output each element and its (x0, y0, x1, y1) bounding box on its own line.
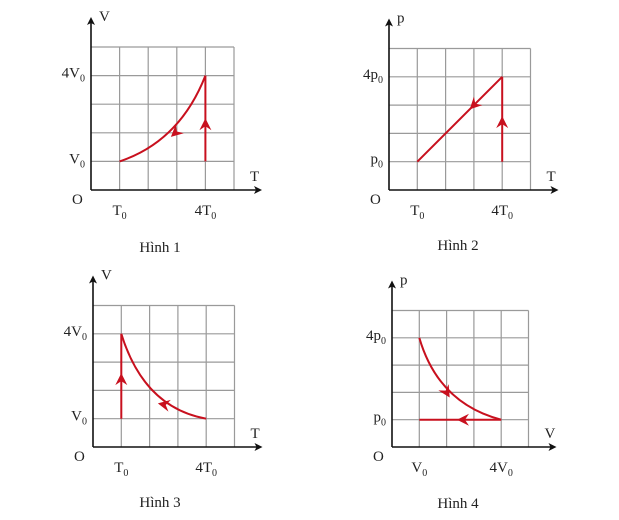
x-tick-label: T0 (114, 460, 128, 479)
y-tick-label: p0 (374, 410, 387, 429)
x-axis-label: T (547, 169, 556, 185)
tick-label-subscript: 0 (212, 468, 217, 479)
tick-label-main: T (410, 203, 419, 219)
tick-label-main: 4V (490, 460, 509, 476)
tick-label-subscript: 0 (381, 418, 386, 429)
tick-label-main: 4V (64, 324, 83, 340)
y-tick-label: 4V0 (62, 66, 85, 85)
x-axis-label: V (545, 426, 556, 442)
x-tick-label: 4V0 (490, 460, 513, 479)
tick-label-main: 4T (195, 203, 212, 219)
tick-label-main: 4T (195, 460, 212, 476)
tick-label-main: p (371, 152, 379, 168)
direction-arrow-icon (438, 384, 450, 398)
tick-label-subscript: 0 (122, 211, 127, 222)
tick-label-subscript: 0 (508, 468, 513, 479)
x-axis-arrow-icon (254, 186, 262, 194)
tick-label-main: 4V (62, 66, 81, 82)
x-tick-label: 4T0 (195, 203, 217, 222)
tick-label-subscript: 0 (378, 160, 383, 171)
tick-label-main: 4T (491, 203, 508, 219)
x-axis-arrow-icon (550, 186, 559, 194)
y-axis-arrow-icon (87, 17, 95, 25)
x-tick-label: T0 (410, 203, 424, 222)
tick-label-subscript: 0 (80, 74, 85, 85)
tick-label-main: T (114, 460, 123, 476)
y-axis-label: p (400, 273, 408, 289)
direction-arrow-icon (157, 399, 171, 412)
y-axis-arrow-icon (385, 18, 393, 27)
x-axis-label: T (251, 426, 260, 442)
tick-label-subscript: 0 (211, 211, 216, 222)
origin-label: O (370, 192, 381, 208)
tick-label-subscript: 0 (123, 468, 128, 479)
tick-label-main: T (113, 203, 122, 219)
figure-caption: Hình 4 (437, 496, 479, 512)
x-tick-label: T0 (113, 203, 127, 222)
y-tick-label: 4p0 (366, 328, 386, 347)
y-axis-label: V (99, 9, 110, 25)
y-axis-arrow-icon (388, 280, 396, 289)
tick-label-main: V (411, 460, 422, 476)
origin-label: O (373, 449, 384, 465)
direction-arrow-icon (456, 413, 469, 426)
tick-label-main: p (374, 410, 382, 426)
tick-label-subscript: 0 (378, 75, 383, 86)
x-tick-label: 4T0 (491, 203, 513, 222)
process-curve (418, 337, 502, 421)
tick-label-main: V (69, 151, 80, 167)
tick-label-subscript: 0 (419, 211, 424, 222)
y-tick-label: 4p0 (363, 67, 383, 86)
process-curve (120, 333, 207, 420)
direction-arrow-icon (170, 124, 184, 137)
y-axis-arrow-icon (89, 275, 97, 284)
origin-label: O (74, 449, 85, 465)
tick-label-subscript: 0 (82, 332, 87, 343)
tick-label-subscript: 0 (508, 211, 513, 222)
x-axis-arrow-icon (548, 443, 557, 451)
figure-caption: Hình 2 (437, 238, 478, 254)
direction-arrow-icon (115, 373, 128, 386)
tick-label-main: 4p (363, 67, 378, 83)
y-axis-label: V (101, 268, 112, 284)
process-curve (119, 75, 207, 163)
tick-label-main: V (71, 409, 82, 425)
y-tick-label: V0 (71, 409, 87, 428)
direction-arrow-icon (199, 118, 212, 131)
tick-label-subscript: 0 (82, 417, 87, 428)
y-axis-label: p (397, 11, 405, 27)
y-tick-label: V0 (69, 151, 85, 170)
origin-label: O (72, 192, 83, 208)
tick-label-subscript: 0 (422, 468, 427, 479)
direction-arrow-icon (496, 116, 509, 129)
x-axis-label: T (250, 169, 259, 185)
x-axis-arrow-icon (254, 443, 263, 451)
y-tick-label: p0 (371, 152, 384, 171)
process-line (416, 76, 503, 163)
y-tick-label: 4V0 (64, 324, 87, 343)
figure-caption: Hình 3 (139, 495, 180, 511)
tick-label-main: 4p (366, 328, 381, 344)
tick-label-subscript: 0 (381, 336, 386, 347)
figure-caption: Hình 1 (139, 240, 180, 256)
tick-label-subscript: 0 (80, 159, 85, 170)
x-tick-label: 4T0 (195, 460, 217, 479)
x-tick-label: V0 (411, 460, 427, 479)
